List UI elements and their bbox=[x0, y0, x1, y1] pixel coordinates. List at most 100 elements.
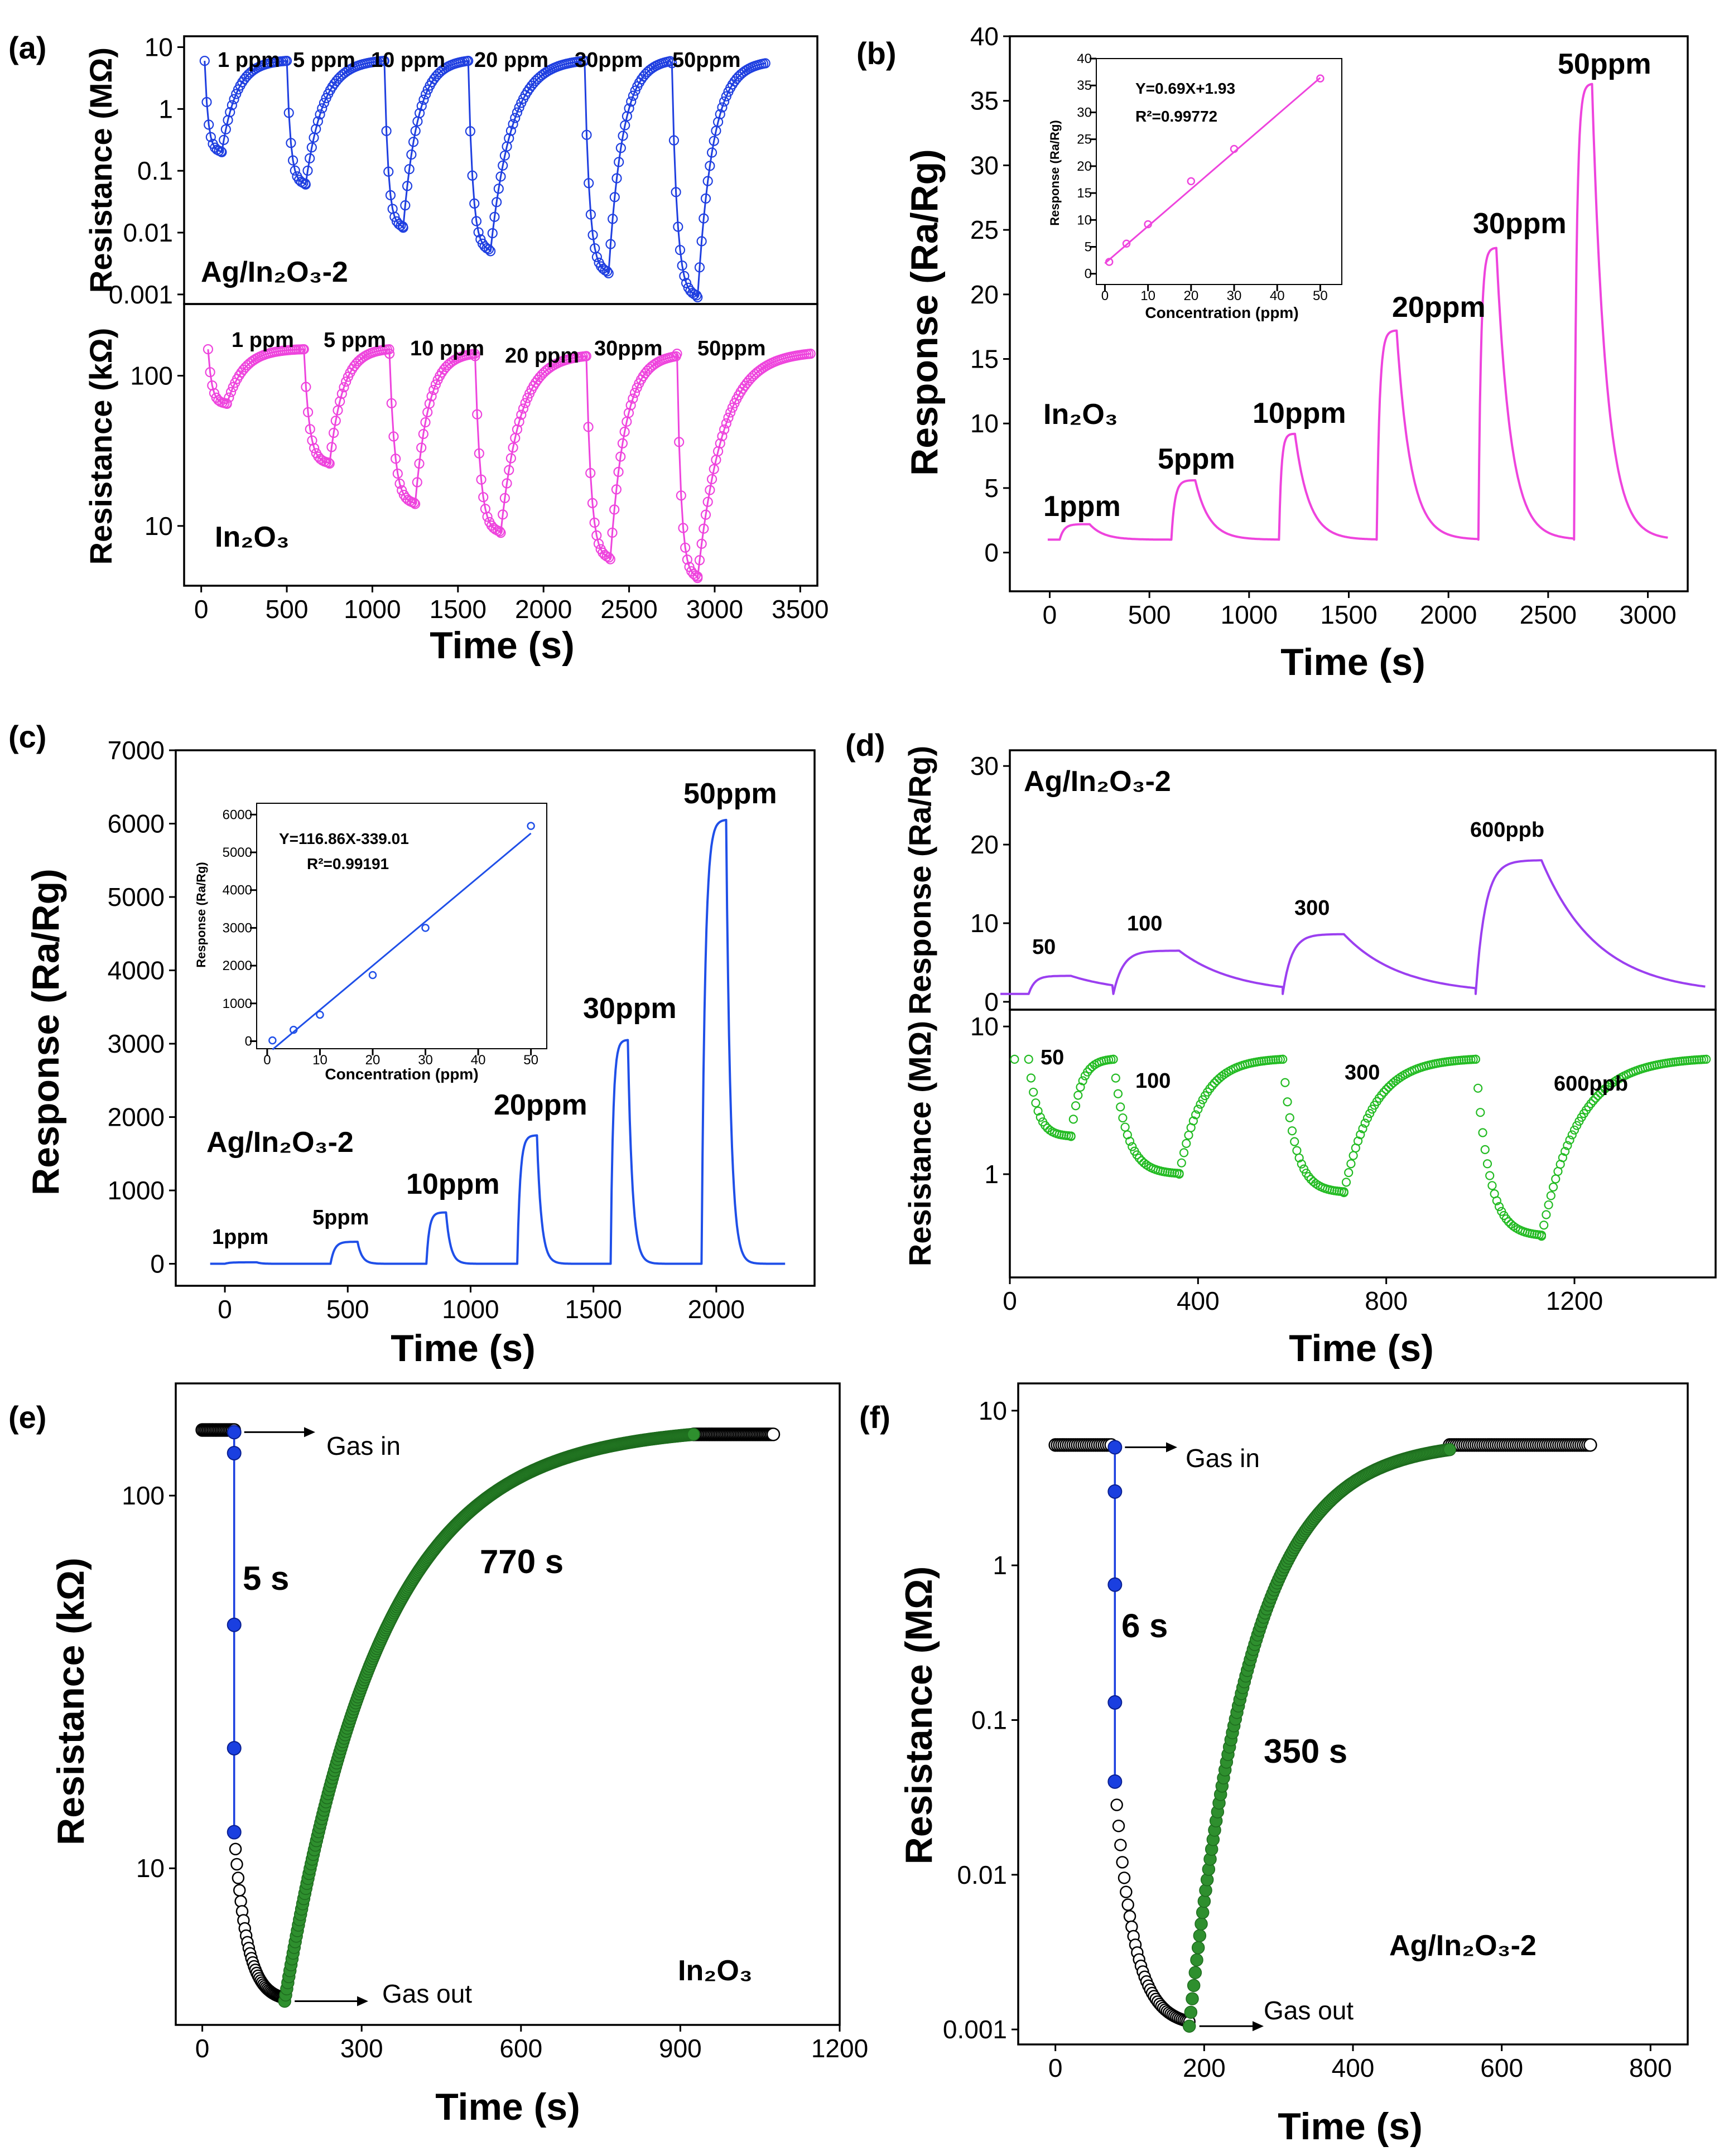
panel-a-bottom-marker bbox=[482, 512, 493, 522]
panel-d-bottom-marker bbox=[1031, 1098, 1041, 1108]
panel-b-inset-xtick-label: 40 bbox=[1270, 288, 1285, 303]
panel-a-bottom-ylabel: Resistance (kΩ) bbox=[83, 328, 118, 565]
panel-b-inset-xtick-label: 20 bbox=[1183, 288, 1198, 303]
panel-a-top-marker bbox=[671, 187, 681, 197]
panel-e-gas-out-label: Gas out bbox=[382, 1979, 472, 2008]
panel-c-label-2: 10ppm bbox=[406, 1168, 500, 1200]
panel-c-xtick-label: 500 bbox=[326, 1295, 369, 1324]
panel-d-bottom-marker bbox=[1702, 1054, 1711, 1064]
panel-a-top-marker bbox=[201, 97, 212, 108]
panel-a-top-marker bbox=[679, 271, 690, 281]
panel-a-top-marker bbox=[628, 90, 639, 101]
panel-a-top-ytick-label: 0.1 bbox=[137, 156, 173, 185]
panel-a-bottom-marker bbox=[341, 377, 351, 387]
panel-a-bottom-marker bbox=[207, 380, 218, 391]
panel-d-bottom-marker bbox=[1285, 1113, 1294, 1122]
panel-c-inset-ytick-label: 0 bbox=[245, 1034, 252, 1049]
panel-a-bottom-label-1: 5 ppm bbox=[324, 329, 386, 352]
panel-f-response-time: 6 s bbox=[1121, 1607, 1168, 1644]
panel-a-bottom-frame bbox=[183, 303, 818, 587]
panel-d-bottom-marker bbox=[1377, 1090, 1386, 1100]
panel-a-bottom-marker bbox=[476, 474, 487, 485]
panel-d-bottom-marker bbox=[1478, 1128, 1487, 1137]
panel-c-inset-point bbox=[368, 971, 377, 980]
panel-d-bottom-marker bbox=[1494, 1202, 1504, 1212]
panel-f-recovery-point bbox=[1184, 2005, 1198, 2019]
panel-a-bottom-marker bbox=[410, 499, 421, 509]
panel-f-response-point bbox=[1107, 1774, 1123, 1789]
panel-a-bottom-marker bbox=[696, 538, 707, 549]
panel-d-bottom-marker bbox=[1283, 1097, 1292, 1107]
panel-a-bottom-marker bbox=[613, 466, 624, 477]
panel-d-bottom-marker bbox=[1041, 1121, 1050, 1130]
panel-a-top-marker bbox=[219, 134, 229, 145]
panel-f-xtick-label: 400 bbox=[1332, 2053, 1375, 2082]
panel-d-bottom-marker bbox=[1125, 1136, 1135, 1146]
panel-c-ytick-label: 2000 bbox=[108, 1103, 165, 1132]
panel-a-bottom-marker bbox=[617, 438, 628, 448]
panel-a-bottom-marker bbox=[397, 485, 407, 496]
panel-e-xtick-label: 300 bbox=[340, 2034, 383, 2063]
panel-b-label-5: 50ppm bbox=[1558, 48, 1651, 80]
panel-d-xlabel: Time (s) bbox=[1289, 1327, 1433, 1369]
panel-f-decay-point bbox=[1123, 1910, 1136, 1923]
panel-a-bottom-marker bbox=[384, 344, 394, 355]
panel-d-top-line bbox=[1000, 859, 1706, 995]
panel-c-label-5: 50ppm bbox=[683, 778, 777, 810]
panel-a-xtick-label: 2000 bbox=[515, 595, 572, 624]
panel-d-bottom-marker bbox=[1586, 1099, 1596, 1108]
panel-a-bottom-marker bbox=[682, 554, 692, 565]
panel-a-xtick-label: 1500 bbox=[430, 595, 487, 624]
panel-c-ylabel: Response (Ra/Rg) bbox=[25, 869, 67, 1195]
panel-a-bottom-marker bbox=[324, 458, 335, 469]
panel-a-xtick-label: 0 bbox=[194, 595, 209, 624]
panel-d-bottom-marker bbox=[1572, 1121, 1582, 1130]
panel-a-top-marker bbox=[418, 94, 429, 105]
panel-a-bottom-marker bbox=[587, 498, 598, 508]
panel-a-bottom-marker bbox=[676, 490, 686, 501]
panel-d-bottom-marker bbox=[1029, 1087, 1038, 1097]
panel-c-inset-fit-line bbox=[272, 832, 532, 1050]
panel-e-response-point bbox=[227, 1825, 242, 1840]
panel-c-letter: (c) bbox=[8, 719, 46, 754]
panel-a-bottom-marker bbox=[615, 451, 626, 462]
panel-f-ylabel: Resistance (MΩ) bbox=[898, 1566, 940, 1864]
panel-a-bottom-marker bbox=[585, 467, 596, 479]
panel-f-response-point bbox=[1107, 1484, 1123, 1499]
panel-d-bottom-marker bbox=[1071, 1101, 1081, 1111]
panel-e-response-point bbox=[227, 1425, 242, 1440]
panel-d-bottom-marker bbox=[1487, 1181, 1497, 1190]
panel-f-material: Ag/In₂O₃-2 bbox=[1389, 1930, 1537, 1962]
panel-a-top-marker bbox=[618, 131, 628, 141]
panel-c-inset-ytick-label: 3000 bbox=[223, 920, 252, 935]
panel-a-bottom-marker bbox=[384, 349, 395, 359]
panel-c-inset-equation: Y=116.86X-339.01 bbox=[279, 830, 409, 847]
panel-a-bottom-marker bbox=[298, 344, 309, 355]
panel-a-top-marker bbox=[319, 98, 330, 108]
panel-b-inset-ytick-label: 20 bbox=[1077, 159, 1092, 174]
panel-d-letter: (d) bbox=[845, 727, 885, 763]
panel-b-ytick-label: 0 bbox=[984, 538, 999, 567]
panel-a-bottom-marker bbox=[225, 387, 237, 397]
panel-a-top-label-3: 20 ppm bbox=[474, 49, 548, 72]
panel-f-plot: 10 1 0.1 0.01 0.001 0 200 400 600 800 bbox=[943, 1396, 1672, 2082]
panel-a-top-marker bbox=[220, 124, 231, 134]
panel-d-bottom-marker bbox=[1290, 1137, 1299, 1146]
panel-e-xtick-label: 1200 bbox=[811, 2034, 868, 2063]
panel-c-inset-point bbox=[316, 1010, 324, 1019]
panel-a-top-marker bbox=[492, 197, 502, 208]
panel-b-label-0: 1ppm bbox=[1043, 490, 1121, 523]
panel-a-xtick-label: 3000 bbox=[686, 595, 743, 624]
panel-d-bottom-marker bbox=[1116, 1102, 1125, 1112]
panel-a-top-marker bbox=[385, 190, 396, 201]
panel-a-bottom-marker bbox=[715, 438, 725, 449]
panel-a-bottom-marker bbox=[426, 391, 437, 402]
panel-a-top-marker bbox=[300, 179, 311, 190]
panel-c-ytick-label: 5000 bbox=[108, 882, 165, 911]
panel-e-xtick-label: 900 bbox=[659, 2034, 702, 2063]
panel-b-inset-ytick-label: 40 bbox=[1077, 51, 1092, 66]
